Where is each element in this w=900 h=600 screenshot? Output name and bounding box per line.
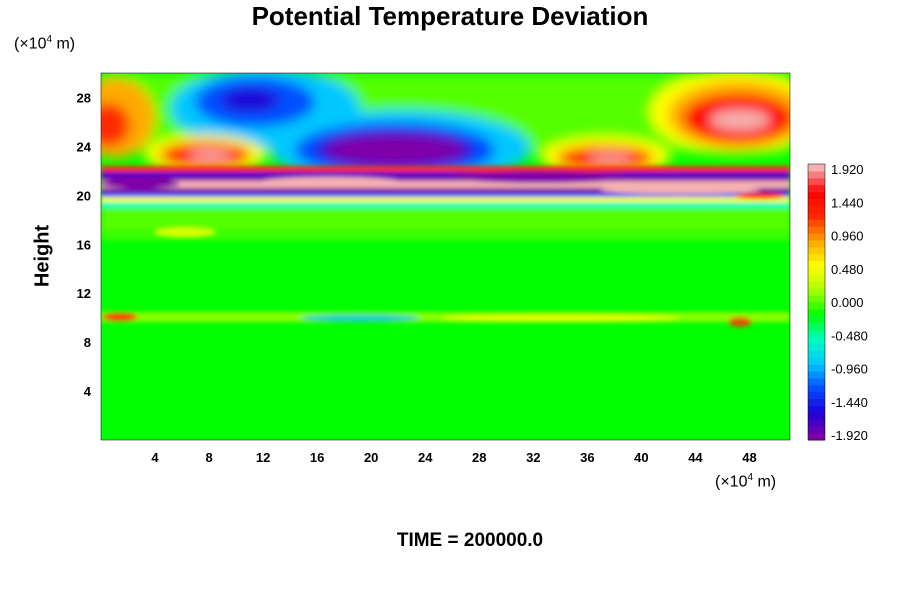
x-tick-label: 28 <box>472 450 486 465</box>
colorbar-swatch <box>808 295 825 303</box>
y-tick-label: 20 <box>77 188 91 203</box>
colorbar-swatch <box>808 302 825 310</box>
colorbar-tick-label: -1.920 <box>831 428 868 443</box>
colorbar-swatch <box>808 170 825 179</box>
x-axis-ticks: 4 8 12 16 20 24 28 32 36 40 44 48 <box>151 450 756 465</box>
colorbar-swatch <box>808 364 825 372</box>
colorbar-swatch <box>808 426 825 434</box>
time-label: TIME = 200000.0 <box>396 530 544 551</box>
colorbar-swatch <box>808 239 825 248</box>
x-tick-label: 16 <box>310 450 324 465</box>
colorbar-tick-label: -1.440 <box>831 395 868 410</box>
colorbar-swatch <box>808 322 825 331</box>
colorbar-swatch <box>808 384 825 393</box>
colorbar-swatch <box>808 212 825 220</box>
x-tick-label: 32 <box>526 450 540 465</box>
colorbar-swatch <box>808 198 825 206</box>
colorbar-swatch <box>808 226 825 234</box>
y-axis-ticks: 4 8 12 16 20 24 28 <box>77 90 92 399</box>
chart-title: Potential Temperature Deviation <box>251 1 649 31</box>
colorbar-swatch <box>808 253 825 262</box>
colorbar-swatch <box>808 267 825 275</box>
y-tick-label: 16 <box>77 237 91 252</box>
colorbar-swatch <box>808 336 825 344</box>
colorbar: 1.920 1.440 0.960 0.480 0.000 -0.480 -0.960 -1.… <box>807 162 868 443</box>
colorbar-swatch <box>808 377 825 386</box>
colorbar-swatch <box>808 398 825 406</box>
x-tick-label: 12 <box>256 450 270 465</box>
y-tick-label: 12 <box>77 286 91 301</box>
colorbar-swatch <box>808 357 825 365</box>
colorbar-swatch <box>808 308 825 317</box>
colorbar-swatch <box>808 412 825 420</box>
colorbar-swatch <box>808 191 825 199</box>
colorbar-tick-label: 0.960 <box>831 229 864 244</box>
colorbar-swatch <box>808 329 825 337</box>
x-tick-label: 44 <box>688 450 703 465</box>
x-tick-label: 20 <box>364 450 378 465</box>
colorbar-tick-label: -0.480 <box>831 328 868 343</box>
colorbar-swatch <box>808 288 825 296</box>
y-axis-unit: (×104 m) <box>14 34 76 53</box>
colorbar-swatch <box>808 315 825 324</box>
y-tick-label: 24 <box>77 139 92 154</box>
colorbar-swatch <box>808 350 825 358</box>
colorbar-swatch <box>808 184 825 193</box>
colorbar-swatch <box>808 274 825 282</box>
x-tick-label: 40 <box>634 450 648 465</box>
colorbar-swatch <box>808 219 825 227</box>
colorbar-tick-label: 0.480 <box>831 262 864 277</box>
x-tick-label: 4 <box>151 450 159 465</box>
y-tick-label: 8 <box>84 335 91 350</box>
colorbar-tick-label: 1.920 <box>831 162 864 177</box>
colorbar-swatch <box>808 419 825 427</box>
colorbar-swatch <box>808 433 825 441</box>
colorbar-tick-label: -0.960 <box>831 362 868 377</box>
y-tick-label: 4 <box>84 384 92 399</box>
colorbar-tick-label: 1.440 <box>831 195 864 210</box>
x-tick-label: 48 <box>742 450 756 465</box>
colorbar-swatch <box>808 164 825 172</box>
colorbar-swatch <box>808 205 825 213</box>
x-tick-label: 8 <box>205 450 212 465</box>
colorbar-swatch <box>808 260 825 268</box>
y-tick-label: 28 <box>77 90 91 105</box>
colorbar-swatch <box>808 371 825 379</box>
colorbar-swatch <box>808 233 825 241</box>
colorbar-tick-label: 0.000 <box>831 295 864 310</box>
colorbar-swatch <box>808 405 825 413</box>
x-tick-label: 24 <box>418 450 433 465</box>
colorbar-swatch <box>808 343 825 351</box>
x-axis-unit: (×104 m) <box>715 472 777 491</box>
colorbar-swatch <box>808 391 825 400</box>
colorbar-swatch <box>808 281 825 289</box>
colorbar-swatch <box>808 246 825 255</box>
temperature-field <box>101 73 790 440</box>
colorbar-frame <box>807 163 826 441</box>
x-tick-label: 36 <box>580 450 594 465</box>
colorbar-swatch <box>808 177 825 186</box>
